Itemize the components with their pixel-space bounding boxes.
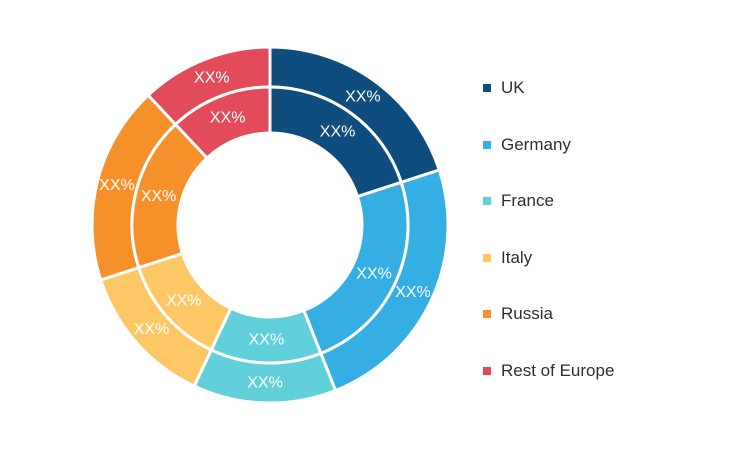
inner-slice-rest-of-europe: [173, 85, 272, 161]
legend-item-rest-of-europe: Rest of Europe: [483, 359, 614, 383]
inner-label-france: XX%: [249, 331, 285, 348]
legend-item-russia: Russia: [483, 302, 614, 326]
inner-label-germany: XX%: [356, 265, 392, 282]
legend-label-russia: Russia: [501, 304, 553, 324]
legend-item-france: France: [483, 189, 614, 213]
legend-swatch-italy: [483, 253, 491, 262]
legend: UK Germany France Italy Russia Rest of E…: [483, 76, 614, 416]
legend-item-uk: UK: [483, 76, 614, 100]
outer-label-italy: XX%: [134, 321, 170, 338]
legend-label-rest-of-europe: Rest of Europe: [501, 360, 615, 380]
outer-label-rest-of-europe: XX%: [194, 70, 230, 87]
legend-label-france: France: [501, 191, 554, 211]
outer-label-france: XX%: [247, 374, 283, 391]
legend-label-italy: Italy: [501, 247, 533, 267]
outer-label-germany: XX%: [395, 284, 431, 301]
legend-label-germany: Germany: [501, 134, 571, 154]
legend-swatch-uk: [483, 84, 491, 92]
inner-label-italy: XX%: [166, 293, 202, 310]
legend-swatch-russia: [483, 310, 491, 319]
legend-swatch-germany: [483, 140, 491, 149]
legend-label-uk: UK: [501, 78, 525, 97]
legend-swatch-rest-of-europe: [483, 366, 491, 375]
inner-label-uk: XX%: [320, 123, 356, 140]
legend-item-germany: Germany: [483, 133, 614, 157]
legend-swatch-france: [483, 197, 491, 206]
inner-label-rest-of-europe: XX%: [210, 110, 246, 127]
outer-label-uk: XX%: [345, 89, 381, 106]
legend-item-italy: Italy: [483, 246, 614, 270]
inner-label-russia: XX%: [141, 188, 177, 205]
outer-label-russia: XX%: [99, 177, 135, 194]
